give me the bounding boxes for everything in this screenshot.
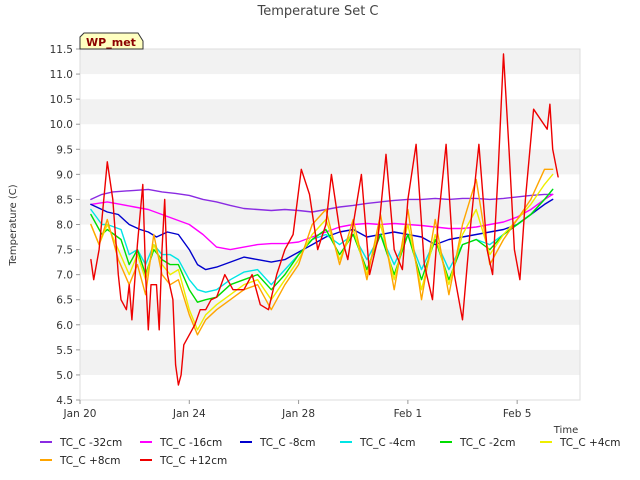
y-tick-label: 11.5: [50, 44, 73, 56]
y-axis: 4.5 5.0 5.5 6.0 6.5 7.0 7.5 8.0 8.5 9.0 9.5 10.0 10.…: [50, 44, 80, 407]
chart-title: Temperature Set C: [256, 4, 378, 19]
grid-band: [80, 374, 580, 400]
y-tick-label: 4.5: [56, 395, 73, 407]
x-tick-label: Feb 1: [394, 408, 423, 420]
y-tick-label: 8.5: [56, 194, 73, 206]
legend-label: TC_C -32cm: [59, 437, 122, 449]
wp-met-badge: WP_met: [79, 32, 144, 50]
legend-item: TC_C -2cm: [440, 437, 516, 449]
legend-label: TC_C -16cm: [159, 437, 222, 449]
y-tick-label: 7.5: [56, 245, 73, 257]
y-tick-label: 5.5: [56, 345, 73, 357]
series-line-tc-c-8cm: [90, 198, 554, 271]
x-tick-label: Jan 20: [63, 408, 97, 420]
legend-label: TC_C +12cm: [159, 455, 227, 467]
y-axis-title: Temperature (C): [8, 184, 19, 266]
y-tick-label: 5.0: [56, 370, 73, 382]
legend-item: TC_C -16cm: [140, 437, 222, 449]
grid-band: [80, 99, 580, 125]
y-tick-label: 11.0: [50, 69, 73, 81]
x-tick-label: Jan 28: [281, 408, 315, 420]
y-tick-label: 10.5: [50, 94, 73, 106]
legend-label: TC_C -2cm: [459, 437, 516, 449]
x-axis-title: Time: [553, 425, 578, 436]
grid-band: [80, 349, 580, 375]
legend-item: TC_C -4cm: [340, 437, 416, 449]
grid-bands: [80, 49, 580, 400]
grid-band: [80, 149, 580, 175]
grid-band: [80, 249, 580, 275]
y-tick-label: 9.0: [56, 169, 73, 181]
x-tick-label: Jan 24: [172, 408, 206, 420]
grid-band: [80, 74, 580, 100]
legend-label: TC_C -8cm: [259, 437, 316, 449]
y-tick-label: 7.0: [56, 270, 73, 282]
series-line-tc-c-12cm: [90, 53, 559, 386]
legend-item: TC_C -8cm: [240, 437, 316, 449]
legend: TC_C -32cm TC_C -16cm TC_C -8cm TC_C -4cm TC…: [40, 437, 621, 467]
series-lines: [90, 53, 559, 386]
y-tick-label: 9.5: [56, 144, 73, 156]
x-tick-label: Feb 5: [503, 408, 532, 420]
badge-label: WP_met: [86, 36, 136, 49]
x-axis: Jan 20 Jan 24 Jan 28 Feb 1 Feb 5: [63, 400, 532, 420]
legend-item: TC_C +4cm: [540, 437, 621, 449]
legend-label: TC_C -4cm: [359, 437, 416, 449]
legend-item: TC_C -32cm: [40, 437, 122, 449]
grid-band: [80, 324, 580, 350]
grid-band: [80, 274, 580, 300]
y-tick-label: 8.0: [56, 220, 73, 232]
y-tick-label: 6.5: [56, 295, 73, 307]
y-tick-label: 6.0: [56, 320, 73, 332]
grid-band: [80, 299, 580, 325]
series-line-tc-c-8cm: [90, 168, 554, 336]
legend-item: TC_C +12cm: [140, 455, 227, 467]
y-tick-label: 10.0: [50, 119, 73, 131]
grid-band: [80, 49, 580, 75]
legend-item: TC_C +8cm: [40, 455, 121, 467]
legend-label: TC_C +8cm: [59, 455, 121, 467]
grid-band: [80, 124, 580, 150]
legend-label: TC_C +4cm: [559, 437, 621, 449]
badge-shape: [79, 32, 144, 50]
